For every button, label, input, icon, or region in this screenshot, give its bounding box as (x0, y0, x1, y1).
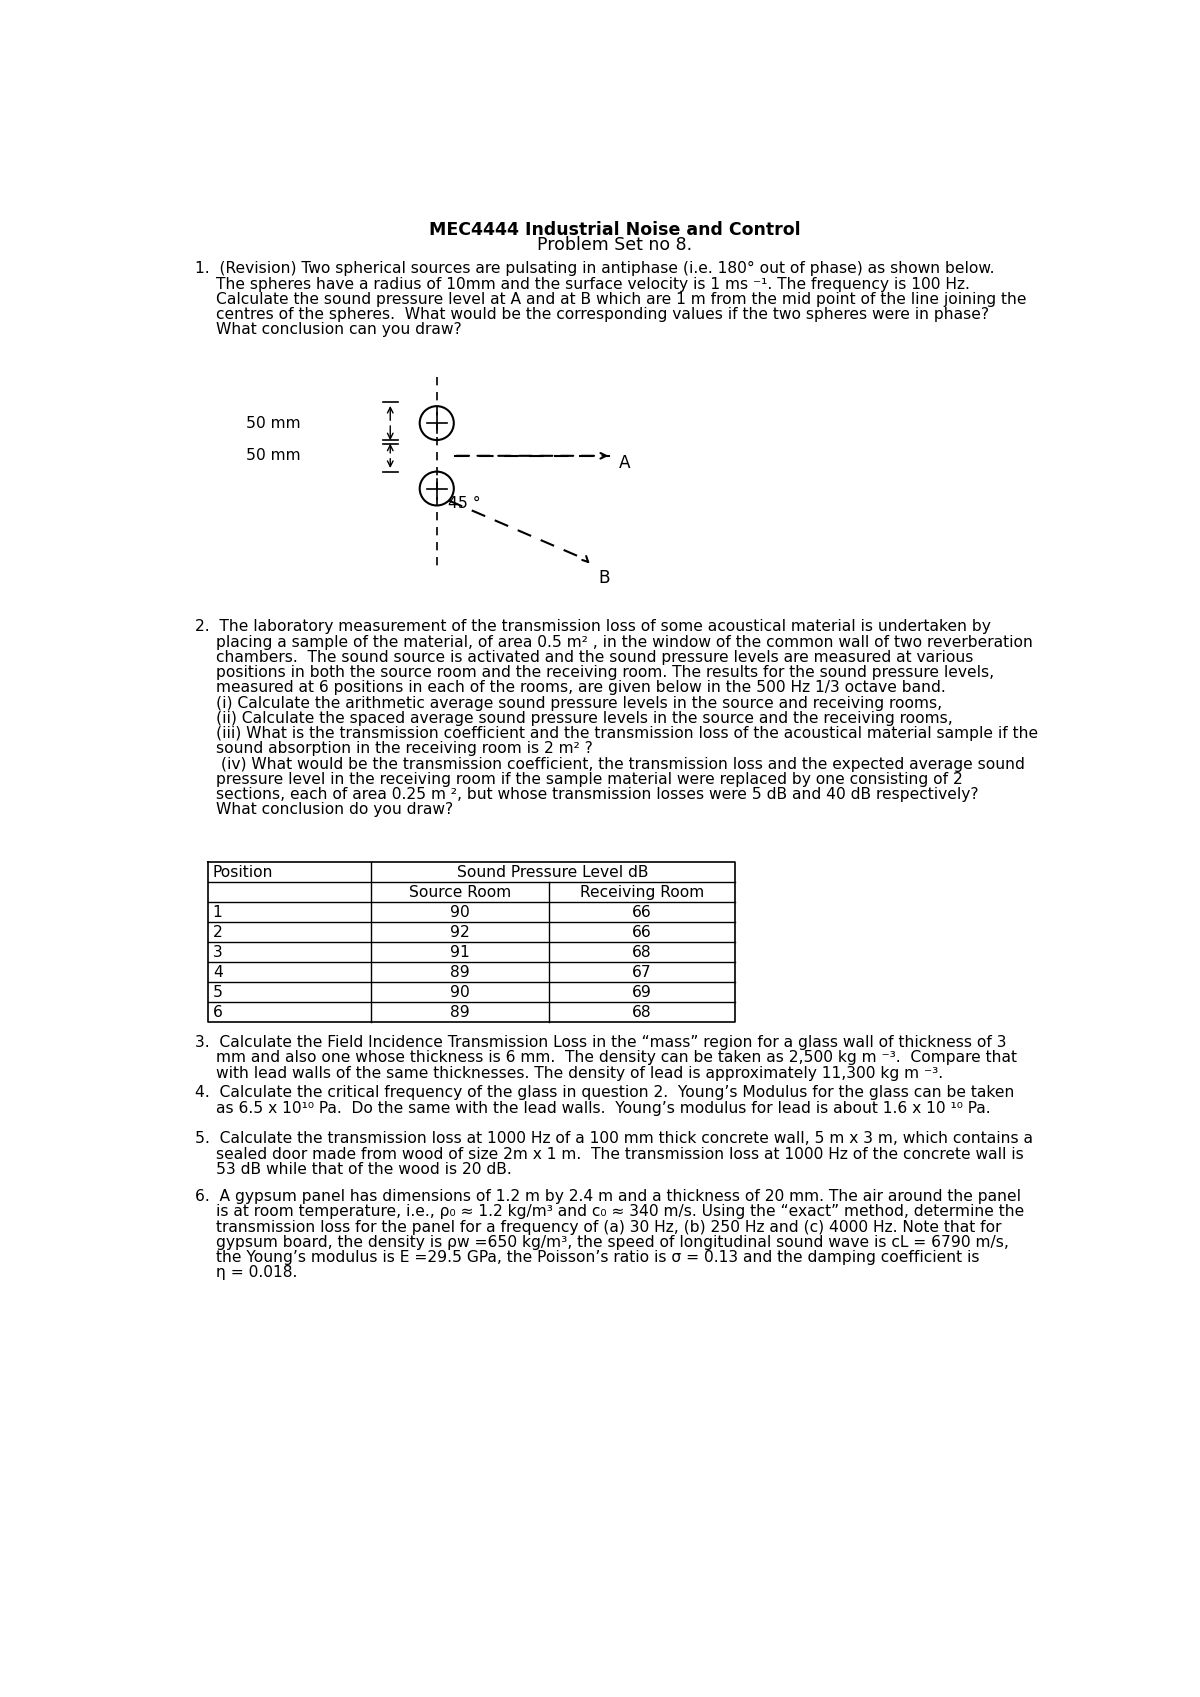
Text: 3: 3 (212, 945, 222, 961)
Text: 91: 91 (450, 945, 470, 961)
Text: 92: 92 (450, 925, 470, 940)
Text: centres of the spheres.  What would be the corresponding values if the two spher: centres of the spheres. What would be th… (216, 307, 989, 322)
Text: 89: 89 (450, 1005, 470, 1020)
Text: (ii) Calculate the spaced average sound pressure levels in the source and the re: (ii) Calculate the spaced average sound … (216, 711, 953, 726)
Text: positions in both the source room and the receiving room. The results for the so: positions in both the source room and th… (216, 665, 994, 680)
Text: Source Room: Source Room (409, 886, 511, 899)
Text: 53 dB while that of the wood is 20 dB.: 53 dB while that of the wood is 20 dB. (216, 1162, 511, 1178)
Text: Position: Position (212, 865, 274, 881)
Text: sealed door made from wood of size 2m x 1 m.  The transmission loss at 1000 Hz o: sealed door made from wood of size 2m x … (216, 1147, 1024, 1162)
Text: 68: 68 (632, 1005, 652, 1020)
Text: Receiving Room: Receiving Room (580, 886, 704, 899)
Text: η = 0.018.: η = 0.018. (216, 1266, 298, 1281)
Text: is at room temperature, i.e., ρ₀ ≈ 1.2 kg/m³ and c₀ ≈ 340 m/s. Using the “exact”: is at room temperature, i.e., ρ₀ ≈ 1.2 k… (216, 1205, 1024, 1220)
Text: 90: 90 (450, 905, 470, 920)
Text: 5: 5 (212, 986, 223, 1000)
Text: 90: 90 (450, 986, 470, 1000)
Text: Calculate the sound pressure level at A and at B which are 1 m from the mid poin: Calculate the sound pressure level at A … (216, 292, 1026, 307)
Text: 66: 66 (632, 925, 652, 940)
Text: 1: 1 (212, 905, 222, 920)
Text: chambers.  The sound source is activated and the sound pressure levels are measu: chambers. The sound source is activated … (216, 650, 973, 665)
Text: with lead walls of the same thicknesses. The density of lead is approximately 11: with lead walls of the same thicknesses.… (216, 1066, 943, 1081)
Text: 2: 2 (212, 925, 222, 940)
Text: A: A (619, 453, 630, 472)
Text: 50 mm: 50 mm (246, 416, 301, 431)
Text: 69: 69 (632, 986, 652, 1000)
Text: gypsum board, the density is ρw =650 kg/m³, the speed of longitudinal sound wave: gypsum board, the density is ρw =650 kg/… (216, 1235, 1009, 1251)
Text: 5.  Calculate the transmission loss at 1000 Hz of a 100 mm thick concrete wall, : 5. Calculate the transmission loss at 10… (194, 1132, 1033, 1147)
Text: as 6.5 x 10¹⁰ Pa.  Do the same with the lead walls.  Young’s modulus for lead is: as 6.5 x 10¹⁰ Pa. Do the same with the l… (216, 1101, 990, 1115)
Text: (iv) What would be the transmission coefficient, the transmission loss and the e: (iv) What would be the transmission coef… (216, 757, 1025, 772)
Text: mm and also one whose thickness is 6 mm.  The density can be taken as 2,500 kg m: mm and also one whose thickness is 6 mm.… (216, 1050, 1016, 1066)
Text: Sound Pressure Level dB: Sound Pressure Level dB (457, 865, 649, 881)
Text: 2.  The laboratory measurement of the transmission loss of some acoustical mater: 2. The laboratory measurement of the tra… (194, 619, 991, 635)
Text: (i) Calculate the arithmetic average sound pressure levels in the source and rec: (i) Calculate the arithmetic average sou… (216, 696, 942, 711)
Text: 89: 89 (450, 966, 470, 981)
Text: 3.  Calculate the Field Incidence Transmission Loss in the “mass” region for a g: 3. Calculate the Field Incidence Transmi… (194, 1035, 1007, 1050)
Text: 6.  A gypsum panel has dimensions of 1.2 m by 2.4 m and a thickness of 20 mm. Th: 6. A gypsum panel has dimensions of 1.2 … (194, 1190, 1021, 1205)
Text: 6: 6 (212, 1005, 223, 1020)
Text: 66: 66 (632, 905, 652, 920)
Text: sections, each of area 0.25 m ², but whose transmission losses were 5 dB and 40 : sections, each of area 0.25 m ², but who… (216, 787, 978, 803)
Text: What conclusion can you draw?: What conclusion can you draw? (216, 322, 462, 338)
Text: 67: 67 (632, 966, 652, 981)
Text: measured at 6 positions in each of the rooms, are given below in the 500 Hz 1/3 : measured at 6 positions in each of the r… (216, 680, 946, 696)
Text: MEC4444 Industrial Noise and Control: MEC4444 Industrial Noise and Control (430, 221, 800, 239)
Text: The spheres have a radius of 10mm and the surface velocity is 1 ms ⁻¹. The frequ: The spheres have a radius of 10mm and th… (216, 277, 970, 292)
Text: What conclusion do you draw?: What conclusion do you draw? (216, 803, 454, 818)
Text: placing a sample of the material, of area 0.5 m² , in the window of the common w: placing a sample of the material, of are… (216, 635, 1033, 650)
Text: B: B (598, 570, 610, 587)
Text: 4: 4 (212, 966, 223, 981)
Text: 4.  Calculate the critical frequency of the glass in question 2.  Young’s Modulu: 4. Calculate the critical frequency of t… (194, 1086, 1014, 1100)
Text: 50 mm: 50 mm (246, 448, 301, 463)
Text: sound absorption in the receiving room is 2 m² ?: sound absorption in the receiving room i… (216, 742, 593, 757)
Text: pressure level in the receiving room if the sample material were replaced by one: pressure level in the receiving room if … (216, 772, 962, 787)
Text: (iii) What is the transmission coefficient and the transmission loss of the acou: (iii) What is the transmission coefficie… (216, 726, 1038, 742)
Text: transmission loss for the panel for a frequency of (a) 30 Hz, (b) 250 Hz and (c): transmission loss for the panel for a fr… (216, 1220, 1001, 1235)
Text: 68: 68 (632, 945, 652, 961)
Text: 45 °: 45 ° (449, 496, 481, 511)
Text: the Young’s modulus is E =29.5 GPa, the Poisson’s ratio is σ = 0.13 and the damp: the Young’s modulus is E =29.5 GPa, the … (216, 1251, 979, 1266)
Text: 1.  (Revision) Two spherical sources are pulsating in antiphase (i.e. 180° out o: 1. (Revision) Two spherical sources are … (194, 261, 995, 277)
Text: Problem Set no 8.: Problem Set no 8. (538, 236, 692, 255)
